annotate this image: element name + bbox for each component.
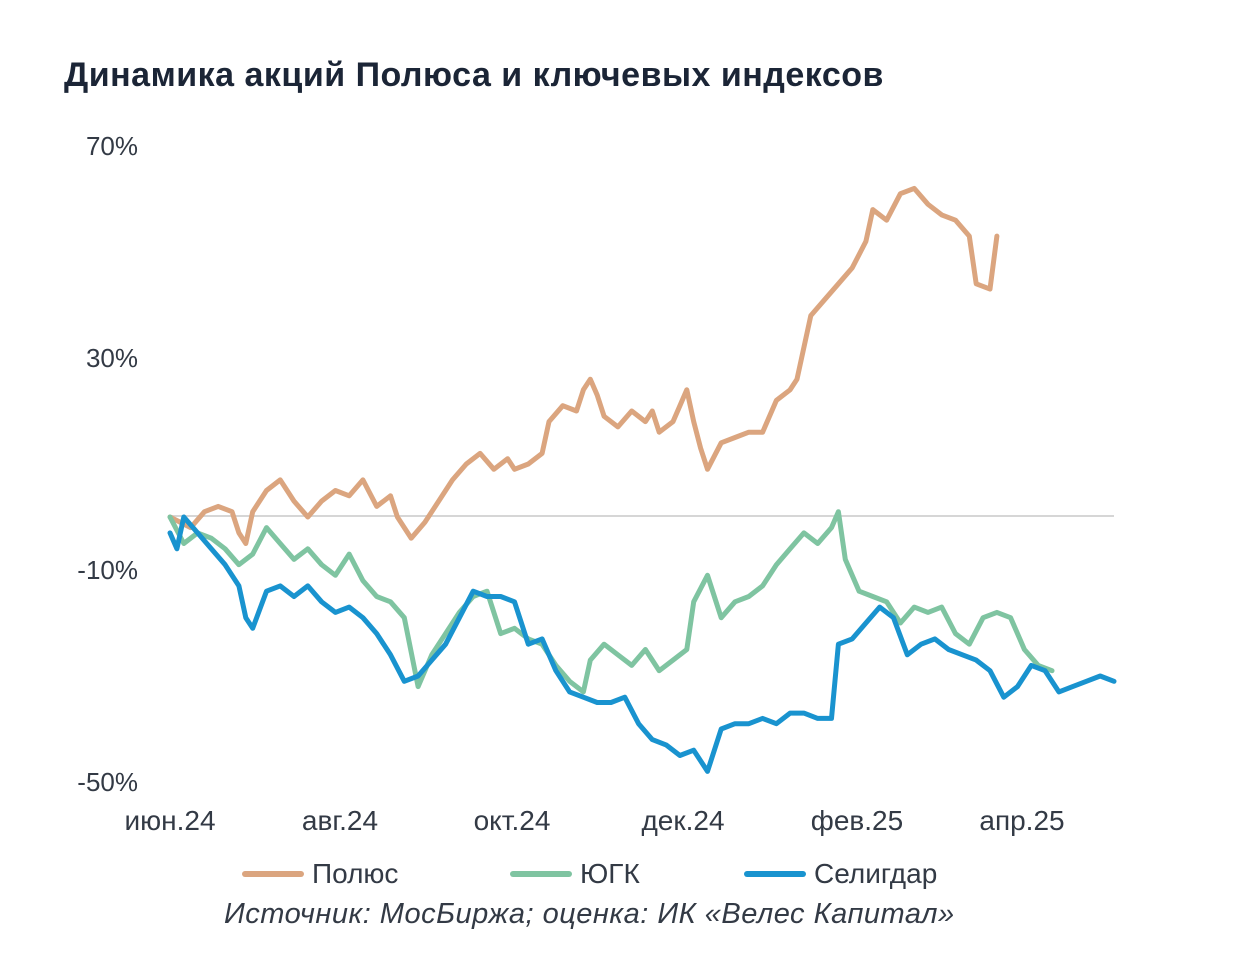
legend-swatch-polyus (242, 871, 304, 877)
x-tick-aug24: авг.24 (302, 805, 378, 836)
series-line-ugc (167, 509, 1055, 695)
y-tick-minus-50: -50% (77, 767, 138, 797)
x-tick-oct24: окт.24 (474, 805, 551, 836)
legend: Полюс ЮГК Селигдар (0, 854, 1248, 894)
legend-item-ugc: ЮГК (510, 854, 640, 894)
line-chart: 70% 30% -10% -50% июн.24 авг.24 окт.24 д… (77, 131, 1117, 836)
legend-item-polyus: Полюс (242, 854, 398, 894)
x-tick-apr25: апр.25 (979, 805, 1064, 836)
y-axis-ticks: 70% 30% -10% -50% (77, 131, 138, 797)
legend-swatch-ugc (510, 871, 572, 877)
chart-title: Динамика акций Полюса и ключевых индексо… (64, 56, 884, 94)
legend-item-seligdar: Селигдар (744, 854, 937, 894)
legend-label-seligdar: Селигдар (814, 858, 938, 889)
y-tick-70: 70% (86, 131, 138, 161)
y-tick-30: 30% (86, 343, 138, 373)
series-line-polyus (167, 185, 1000, 546)
legend-label-ugc: ЮГК (580, 858, 640, 889)
series-group (167, 185, 1117, 774)
legend-swatch-seligdar (744, 871, 806, 877)
series-line-seligdar (167, 514, 1117, 774)
x-tick-feb25: фев.25 (811, 805, 903, 836)
legend-label-polyus: Полюс (312, 858, 399, 889)
x-tick-dec24: дек.24 (641, 805, 724, 836)
source-note: Источник: МосБиржа; оценка: ИК «Велес Ка… (224, 898, 955, 930)
x-axis-ticks: июн.24 авг.24 окт.24 дек.24 фев.25 апр.2… (124, 805, 1064, 836)
y-tick-minus-10: -10% (77, 555, 138, 585)
x-tick-jun24: июн.24 (124, 805, 215, 836)
